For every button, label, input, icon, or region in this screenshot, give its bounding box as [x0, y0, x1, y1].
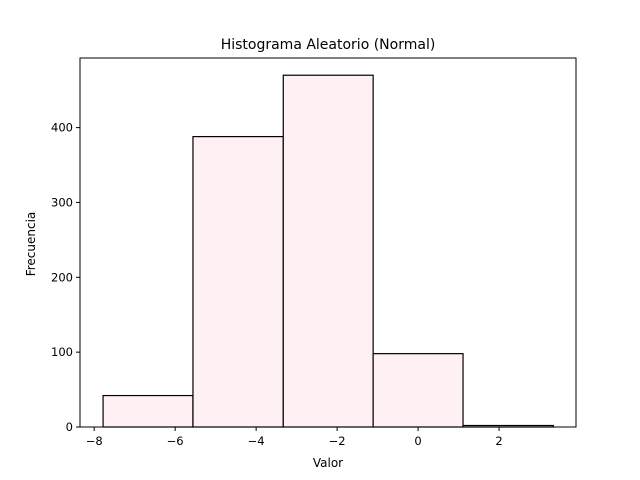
x-tick-label: −4 — [248, 434, 265, 448]
y-ticks-group: 0 100 200 300 400 — [51, 121, 80, 434]
bars-group — [102, 74, 554, 428]
chart-title: Histograma Aleatorio (Normal) — [221, 37, 436, 53]
y-tick-label: 200 — [51, 270, 73, 284]
histogram-bar — [372, 353, 464, 428]
x-ticks-group: −8 −6 −4 −2 0 2 — [86, 427, 503, 448]
x-tick-label: −6 — [167, 434, 184, 448]
x-tick-label: −2 — [329, 434, 346, 448]
y-axis-label: Frecuencia — [24, 212, 38, 277]
y-tick-label: 300 — [51, 195, 73, 209]
plot-frame — [79, 57, 577, 428]
x-axis-label: Valor — [313, 456, 343, 470]
histogram-bar — [282, 74, 374, 428]
y-tick-label: 0 — [66, 420, 73, 434]
histogram-bar — [102, 394, 194, 428]
histogram-bar — [192, 135, 284, 428]
x-tick-label: −8 — [86, 434, 103, 448]
x-tick-label: 2 — [495, 434, 502, 448]
y-tick-label: 400 — [51, 121, 73, 135]
x-tick-label: 0 — [414, 434, 421, 448]
y-tick-label: 100 — [51, 345, 73, 359]
